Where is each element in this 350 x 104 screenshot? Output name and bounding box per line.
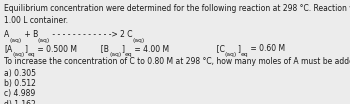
Text: (aq): (aq)	[9, 38, 22, 43]
Text: To increase the concentration of C to 0.80 M at 298 °C, how many moles of A must: To increase the concentration of C to 0.…	[4, 57, 350, 66]
Text: c) 4.989: c) 4.989	[4, 89, 35, 98]
Text: (aq): (aq)	[133, 38, 145, 43]
Text: a) 0.305: a) 0.305	[4, 69, 36, 78]
Text: (aq): (aq)	[38, 38, 50, 43]
Text: b) 0.512: b) 0.512	[4, 79, 36, 88]
Text: = 0.60 M: = 0.60 M	[248, 44, 285, 53]
Text: = 4.00 M                    [C: = 4.00 M [C	[132, 44, 225, 53]
Text: (aq): (aq)	[109, 52, 121, 57]
Text: d) 1.162: d) 1.162	[4, 100, 36, 104]
Text: ]: ]	[237, 44, 240, 53]
Text: eq: eq	[125, 52, 132, 57]
Text: A: A	[4, 30, 9, 39]
Text: - - - - - - - - - - - -> 2 C: - - - - - - - - - - - -> 2 C	[50, 30, 133, 39]
Text: + B: + B	[22, 30, 38, 39]
Text: (aq): (aq)	[13, 52, 25, 57]
Text: (aq): (aq)	[225, 52, 237, 57]
Text: Equilibrium concentration were determined for the following reaction at 298 °C. : Equilibrium concentration were determine…	[4, 4, 350, 13]
Text: ]: ]	[25, 44, 28, 53]
Text: ]: ]	[121, 44, 125, 53]
Text: eq: eq	[28, 52, 35, 57]
Text: eq: eq	[240, 52, 248, 57]
Text: [A: [A	[4, 44, 13, 53]
Text: = 0.500 M          [B: = 0.500 M [B	[35, 44, 109, 53]
Text: 1.00 L container.: 1.00 L container.	[4, 16, 68, 25]
